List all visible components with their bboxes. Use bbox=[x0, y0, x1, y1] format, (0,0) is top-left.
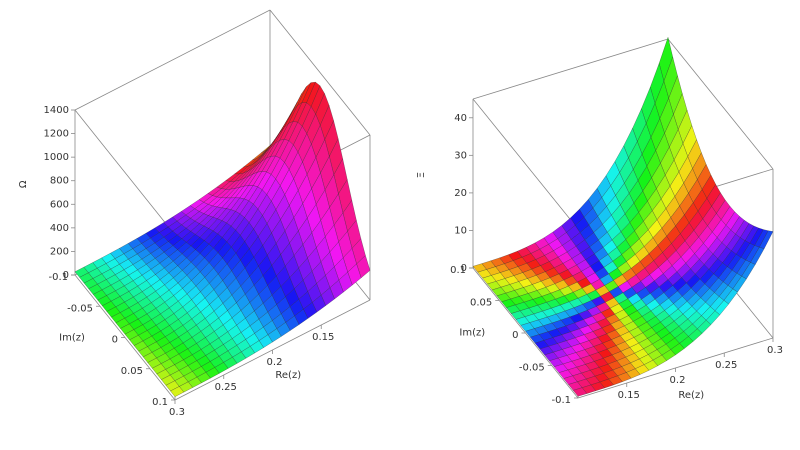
box-edge bbox=[74, 109, 176, 236]
z-tick-label: 30 bbox=[454, 150, 467, 161]
y-tick-label: -0.1 bbox=[551, 395, 571, 406]
y-tick-label: 0 bbox=[512, 330, 518, 341]
z-tick-label: 1400 bbox=[44, 105, 69, 116]
y-axis-label: Im(z) bbox=[59, 332, 85, 343]
z-axis-label: Ξ bbox=[416, 172, 427, 178]
box-edge bbox=[74, 9, 271, 111]
z-tick-label: 0 bbox=[461, 263, 467, 274]
x-tick-label: 0.15 bbox=[312, 332, 334, 343]
x-tick-label: 0.2 bbox=[670, 375, 686, 386]
x-tick-label: 0.3 bbox=[767, 345, 783, 356]
x-tick-label: 0.2 bbox=[267, 357, 283, 368]
surface-patch bbox=[572, 387, 588, 397]
y-tick-label: -0.05 bbox=[67, 303, 93, 314]
y-tick-label: 0.1 bbox=[450, 265, 466, 276]
y-tick-label: 0.1 bbox=[152, 397, 168, 408]
z-tick-label: 10 bbox=[454, 225, 467, 236]
z-tick-label: 1200 bbox=[44, 129, 69, 140]
box-edge bbox=[667, 38, 774, 170]
x-tick-label: 0.25 bbox=[715, 360, 737, 371]
box-edge bbox=[472, 98, 579, 230]
z-tick-label: 800 bbox=[50, 176, 69, 187]
x-axis-label: Re(z) bbox=[678, 390, 704, 401]
y-tick-label: 0 bbox=[112, 335, 118, 346]
x-tick-label: 0.15 bbox=[618, 390, 640, 401]
x-tick-label: 0.3 bbox=[169, 407, 185, 418]
z-tick-label: 20 bbox=[454, 188, 467, 199]
y-tick-label: 0.05 bbox=[121, 366, 143, 377]
x-tick-label: 0.25 bbox=[215, 382, 237, 393]
z-axis-label: Ω bbox=[18, 180, 29, 188]
z-tick-label: 400 bbox=[50, 223, 69, 234]
plot-0: 0 200 400 600 800 1000 1200 1400 0.3 0.25 0.2 0.15 -… bbox=[18, 9, 371, 418]
y-tick-label: 0.05 bbox=[470, 298, 492, 309]
z-tick-label: 0 bbox=[63, 270, 69, 281]
z-tick-label: 40 bbox=[454, 113, 467, 124]
surface-patch bbox=[170, 386, 185, 397]
z-tick-label: 200 bbox=[50, 246, 69, 257]
x-axis-label: Re(z) bbox=[275, 370, 301, 381]
plot-1: 0 10 20 30 40 0.15 0.2 0.25 0.3 0.1 0.05 0 -0.05 -0.1… bbox=[416, 36, 783, 406]
z-tick-label: 1000 bbox=[44, 152, 69, 163]
box-edge bbox=[269, 9, 371, 136]
z-tick-label: 600 bbox=[50, 199, 69, 210]
box-edge bbox=[472, 38, 669, 100]
y-axis-label: Im(z) bbox=[459, 328, 485, 339]
y-tick-label: -0.1 bbox=[48, 272, 68, 283]
y-tick-label: -0.05 bbox=[519, 363, 545, 374]
